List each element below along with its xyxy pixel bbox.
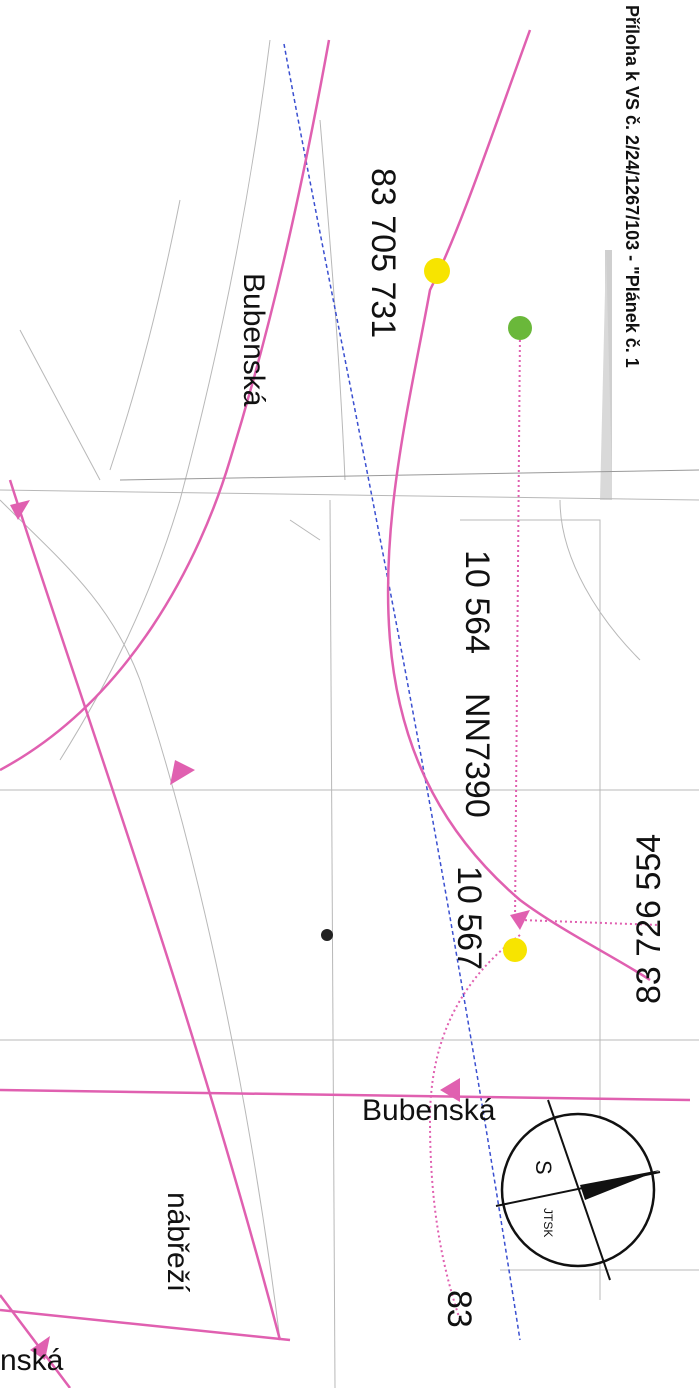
street-edge-line — [329, 499, 336, 1388]
street-edge-line — [289, 519, 321, 541]
network-point-green[interactable] — [508, 316, 532, 340]
street-edge-line — [59, 39, 271, 761]
label-node-83-partial: 83 — [440, 1290, 478, 1328]
label-node-83-705-731: 83 705 731 — [364, 168, 402, 338]
label-node-10-567: 10 567 — [450, 866, 488, 970]
compass-system-label: JTSK — [541, 1208, 555, 1237]
north-arrow-icon — [580, 1170, 660, 1200]
street-label-bubenska-bottom: nská — [0, 1344, 64, 1377]
route-line — [0, 1308, 291, 1342]
dotted-connector — [514, 329, 521, 921]
dotted-connector — [428, 934, 521, 1321]
route-line — [0, 39, 331, 772]
building-block — [600, 250, 612, 500]
street-edge-line — [0, 499, 281, 1341]
label-node-nn7390: NN7390 — [458, 693, 496, 818]
street-edge-line — [19, 329, 101, 481]
compass-axis — [547, 1099, 611, 1281]
street-label-bubenska-main: Bubenská — [237, 273, 270, 407]
dotted-connectors — [428, 329, 661, 1321]
route-line — [8, 479, 282, 1341]
route-arrow — [30, 1336, 50, 1360]
street-edge-line — [319, 119, 346, 481]
route-arrow — [440, 1078, 460, 1102]
label-node-10-564: 10 564 — [458, 550, 496, 654]
dashed-boundary-line — [283, 43, 521, 1341]
network-point-yellow[interactable] — [424, 258, 450, 284]
annotation-header: Příloha k VS č. 2/24/1267/103 - "Plánek … — [622, 5, 642, 368]
street-edge-line — [119, 469, 699, 481]
route-line — [386, 29, 651, 982]
network-point-yellow[interactable] — [503, 938, 527, 962]
street-edge-line — [109, 199, 181, 471]
street-label-nabrezi: nábřeží — [161, 1192, 194, 1293]
route-line — [0, 1088, 691, 1102]
street-label-bubenska-cross: Bubenská — [362, 1094, 496, 1127]
street-edge-line — [0, 489, 699, 501]
route-line — [0, 1294, 71, 1388]
label-node-83-726-554: 83 726 554 — [630, 834, 668, 1004]
base-map-lines — [0, 39, 699, 1388]
route-lines — [0, 29, 691, 1388]
route-arrow — [10, 500, 30, 520]
street-edge-line — [460, 519, 601, 1300]
network-point-dark[interactable] — [321, 929, 333, 941]
street-edge-line — [559, 499, 641, 661]
compass-rose: S JTSK — [495, 1099, 661, 1281]
route-arrow — [170, 760, 195, 785]
compass-north-label: S — [531, 1160, 556, 1175]
dotted-connector — [519, 919, 661, 926]
